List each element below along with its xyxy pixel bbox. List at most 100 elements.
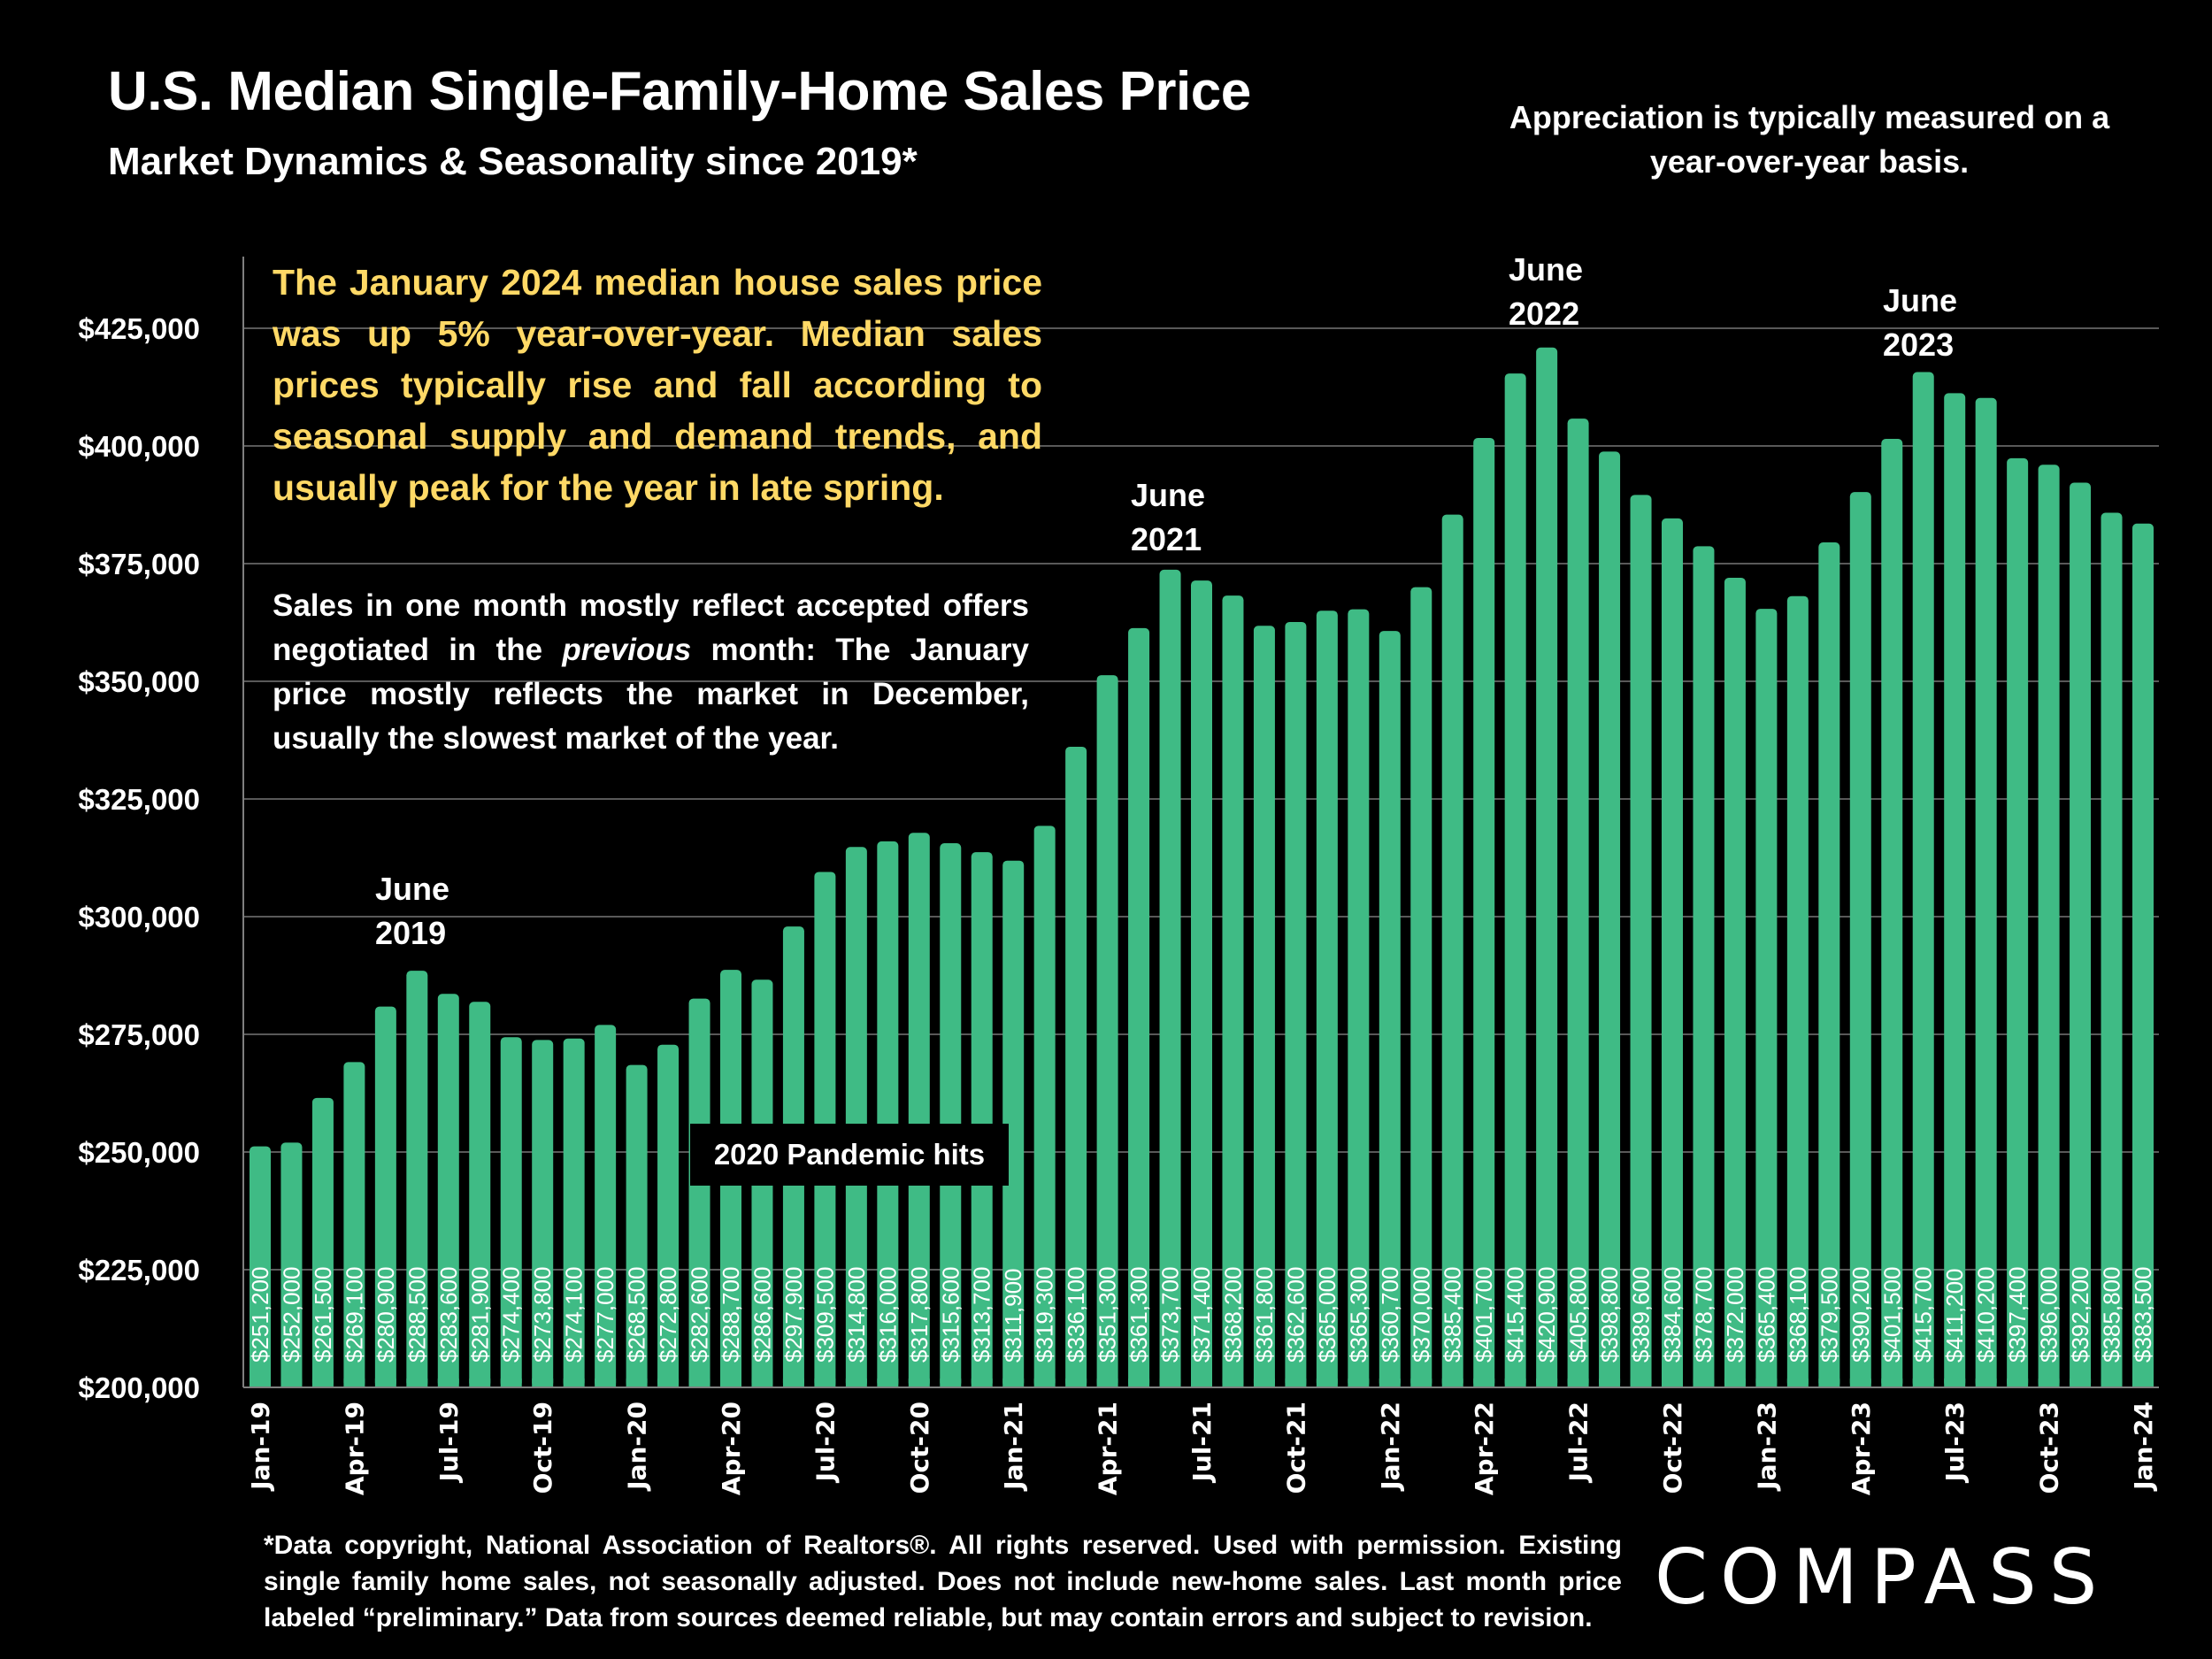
data-label: $378,700 bbox=[1690, 1267, 1717, 1363]
bar-Nov-22 bbox=[1693, 546, 1715, 1387]
bar-base bbox=[1755, 1379, 1778, 1387]
bar-Apr-19 bbox=[343, 1062, 365, 1387]
bar-Sep-21 bbox=[1253, 626, 1275, 1387]
x-tick-label: Jul-22 bbox=[1564, 1402, 1594, 1484]
data-label: $389,600 bbox=[1628, 1267, 1655, 1363]
bar-base bbox=[1128, 1379, 1150, 1387]
bar-May-21 bbox=[1128, 627, 1150, 1387]
data-label: $269,100 bbox=[341, 1267, 367, 1363]
x-tick-label: Apr-23 bbox=[1847, 1402, 1876, 1495]
data-label: $392,200 bbox=[2067, 1267, 2093, 1363]
bar-May-19 bbox=[374, 1006, 396, 1387]
bar-base bbox=[1881, 1379, 1903, 1387]
annotation-june-2021-line2: 2021 bbox=[1131, 521, 1202, 557]
bar-base bbox=[845, 1379, 867, 1387]
bar-Oct-21 bbox=[1285, 621, 1307, 1387]
bar-base bbox=[720, 1379, 741, 1387]
bar-Feb-20 bbox=[657, 1044, 680, 1387]
bar-Mar-23 bbox=[1818, 542, 1840, 1387]
data-label: $420,900 bbox=[1533, 1267, 1560, 1363]
data-label: $405,800 bbox=[1565, 1267, 1592, 1363]
bar-base bbox=[374, 1379, 396, 1387]
footnote: *Data copyright, National Association of… bbox=[264, 1531, 1622, 1632]
data-label: $311,900 bbox=[1000, 1268, 1026, 1363]
bar-base bbox=[343, 1379, 365, 1387]
bar-Jun-23 bbox=[1912, 372, 1934, 1387]
bar-base bbox=[595, 1379, 617, 1387]
annotation-june-2022: June 2022 bbox=[1509, 248, 1583, 336]
bar-Sep-23 bbox=[2007, 457, 2029, 1387]
annotation-june-2023: June 2023 bbox=[1883, 279, 1957, 367]
pandemic-label: 2020 Pandemic hits bbox=[690, 1124, 1009, 1186]
y-tick-label: $325,000 bbox=[78, 783, 200, 816]
data-label: $297,900 bbox=[780, 1267, 807, 1363]
bar-Apr-23 bbox=[1849, 492, 1871, 1387]
bar-base bbox=[1033, 1379, 1056, 1387]
data-label: $277,000 bbox=[592, 1267, 618, 1363]
bar-Sep-19 bbox=[500, 1037, 522, 1387]
data-label: $274,100 bbox=[561, 1267, 588, 1363]
annotation-june-2019-line1: June bbox=[375, 871, 450, 907]
data-label: $288,700 bbox=[718, 1267, 744, 1363]
bar-Jan-19 bbox=[250, 1146, 271, 1387]
data-label: $411,200 bbox=[1941, 1268, 1968, 1363]
data-label: $401,500 bbox=[1878, 1267, 1905, 1363]
data-label: $383,500 bbox=[2130, 1267, 2156, 1363]
x-tick-label: Oct-22 bbox=[1658, 1402, 1687, 1494]
bar-base bbox=[1849, 1379, 1871, 1387]
x-tick-label: Oct-23 bbox=[2035, 1402, 2064, 1494]
y-tick-label: $400,000 bbox=[78, 430, 200, 463]
bar-base bbox=[1693, 1379, 1715, 1387]
data-label: $372,000 bbox=[1722, 1267, 1748, 1363]
bar-base bbox=[1630, 1379, 1652, 1387]
bar-base bbox=[657, 1379, 680, 1387]
bar-base bbox=[1944, 1379, 1966, 1387]
bar-Nov-23 bbox=[2070, 482, 2092, 1387]
annotation-june-2023-line1: June bbox=[1883, 282, 1958, 319]
y-tick-label: $300,000 bbox=[78, 901, 200, 933]
bar-Apr-22 bbox=[1473, 437, 1495, 1387]
seasonality-callout: Sales in one month mostly reflect accept… bbox=[273, 584, 1029, 761]
data-label: $368,200 bbox=[1219, 1267, 1246, 1363]
bar-Oct-22 bbox=[1662, 518, 1683, 1387]
bar-Oct-23 bbox=[2038, 465, 2060, 1387]
data-label: $415,700 bbox=[1910, 1267, 1937, 1363]
bar-Apr-21 bbox=[1096, 675, 1118, 1387]
bar-Nov-21 bbox=[1316, 611, 1338, 1387]
bar-Jan-21 bbox=[1002, 860, 1025, 1387]
bar-base bbox=[1724, 1379, 1746, 1387]
bar-Jul-22 bbox=[1567, 419, 1589, 1387]
annotation-june-2021: June 2021 bbox=[1131, 473, 1205, 562]
bar-base bbox=[1818, 1379, 1840, 1387]
data-label: $336,100 bbox=[1063, 1267, 1089, 1363]
bar-base bbox=[971, 1379, 993, 1387]
annotation-june-2019: June 2019 bbox=[375, 867, 449, 956]
bar-Feb-21 bbox=[1033, 826, 1056, 1387]
data-label: $288,500 bbox=[403, 1267, 430, 1363]
data-label: $317,800 bbox=[906, 1267, 933, 1363]
bar-base bbox=[1285, 1379, 1307, 1387]
annotation-june-2021-line1: June bbox=[1131, 477, 1206, 513]
bar-Dec-19 bbox=[595, 1025, 617, 1387]
x-tick-label: Jan-22 bbox=[1376, 1402, 1405, 1492]
x-tick-label: Oct-19 bbox=[528, 1402, 557, 1494]
bar-base bbox=[782, 1379, 804, 1387]
y-tick-label: $275,000 bbox=[78, 1018, 200, 1051]
data-label: $268,500 bbox=[624, 1267, 650, 1363]
bar-Sep-20 bbox=[877, 841, 899, 1387]
bar-base bbox=[311, 1379, 334, 1387]
data-label: $316,000 bbox=[874, 1267, 901, 1363]
data-label: $390,200 bbox=[1847, 1267, 1874, 1363]
x-tick-label: Apr-22 bbox=[1470, 1402, 1499, 1495]
data-label: $251,200 bbox=[247, 1267, 273, 1363]
bar-base bbox=[751, 1379, 773, 1387]
bar-Aug-19 bbox=[469, 1002, 491, 1387]
data-label: $362,600 bbox=[1282, 1267, 1309, 1363]
data-label: $398,800 bbox=[1596, 1267, 1623, 1363]
bar-Oct-19 bbox=[532, 1040, 554, 1387]
data-label: $365,300 bbox=[1345, 1267, 1371, 1363]
data-label: $252,000 bbox=[278, 1267, 304, 1363]
bar-Feb-22 bbox=[1410, 587, 1432, 1387]
data-label: $385,400 bbox=[1440, 1267, 1466, 1363]
chart-title: U.S. Median Single-Family-Home Sales Pri… bbox=[108, 61, 1251, 122]
